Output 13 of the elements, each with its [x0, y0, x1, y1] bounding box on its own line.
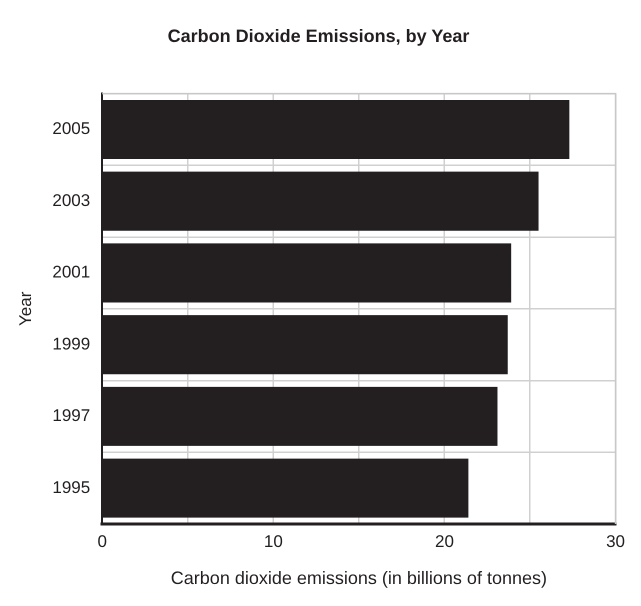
- y-tick-label: 2003: [52, 190, 90, 210]
- x-tick-label: 20: [434, 532, 454, 551]
- y-axis-title: Year: [16, 291, 35, 326]
- y-tick-label: 1995: [52, 478, 90, 497]
- y-tick-label: 2005: [52, 119, 90, 138]
- x-tick-label: 10: [264, 532, 283, 551]
- chart-title: Carbon Dioxide Emissions, by Year: [168, 26, 470, 46]
- x-tick-label: 30: [606, 532, 626, 551]
- y-tick-label: 1997: [52, 406, 90, 426]
- x-axis-title: Carbon dioxide emissions (in billions of tonnes): [170, 568, 547, 588]
- y-tick-label: 2001: [52, 262, 90, 282]
- y-tick-label: 1999: [52, 334, 90, 354]
- x-tick-label: 0: [97, 532, 107, 551]
